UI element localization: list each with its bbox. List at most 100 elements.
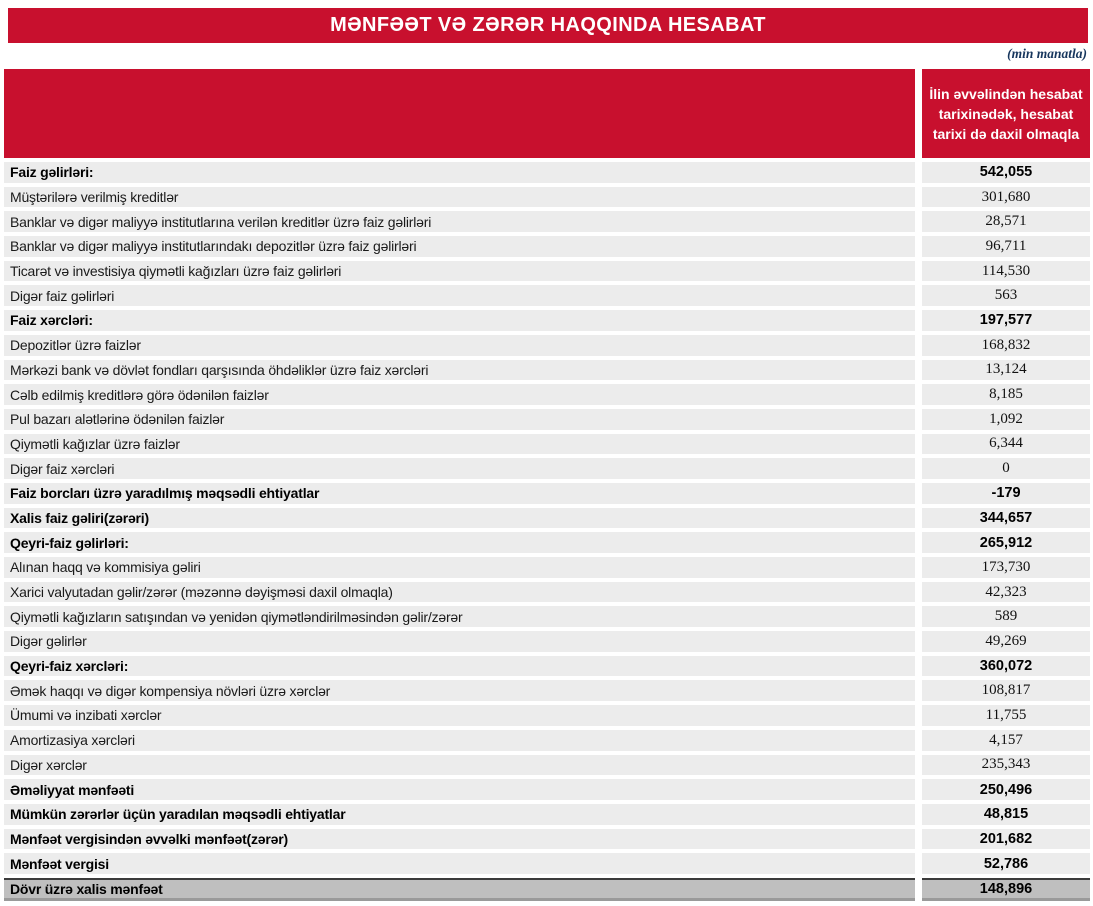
row-label: Mənfəət vergisindən əvvəlki mənfəət(zərə… bbox=[4, 828, 915, 850]
row-label: Cəlb edilmiş kreditlərə görə ödənilən fa… bbox=[4, 384, 915, 405]
row-label: Qeyri-faiz gəlirləri: bbox=[4, 532, 915, 553]
table-body: Faiz gəlirləri: 542,055 Müştərilərə veri… bbox=[4, 162, 1090, 901]
row-value: 52,786 bbox=[922, 853, 1090, 874]
row-label: Digər faiz xərcləri bbox=[4, 458, 915, 479]
row-value: -179 bbox=[922, 482, 1090, 504]
column-gutter bbox=[915, 581, 922, 603]
report-title: MƏNFƏƏT VƏ ZƏRƏR HAQQINDA HESABAT bbox=[330, 14, 766, 36]
column-gutter bbox=[915, 384, 922, 405]
table-row: Digər faiz gəlirləri 563 bbox=[4, 285, 1090, 307]
table-row: Qeyri-faiz gəlirləri: 265,912 bbox=[4, 532, 1090, 553]
row-value: 11,755 bbox=[922, 705, 1090, 726]
row-label: Digər xərclər bbox=[4, 754, 915, 776]
row-value: 13,124 bbox=[922, 359, 1090, 381]
row-label: Dövr üzrə xalis mənfəət bbox=[4, 877, 915, 901]
row-value: 542,055 bbox=[922, 162, 1090, 183]
column-gutter bbox=[915, 828, 922, 850]
row-value: 250,496 bbox=[922, 779, 1090, 800]
column-gutter bbox=[915, 285, 922, 307]
table-row: Əməliyyat mənfəəti 250,496 bbox=[4, 779, 1090, 800]
row-value: 49,269 bbox=[922, 631, 1090, 652]
row-label: Ümumi və inzibati xərclər bbox=[4, 705, 915, 726]
table-row: Digər xərclər 235,343 bbox=[4, 754, 1090, 776]
row-value: 0 bbox=[922, 458, 1090, 479]
column-gutter bbox=[915, 359, 922, 381]
table-row: Faiz borcları üzrə yaradılmış məqsədli e… bbox=[4, 482, 1090, 504]
row-label: Mənfəət vergisi bbox=[4, 853, 915, 874]
column-gutter bbox=[915, 260, 922, 282]
row-label: Depozitlər üzrə faizlər bbox=[4, 334, 915, 356]
row-label: Mümkün zərərlər üçün yaradılan məqsədli … bbox=[4, 803, 915, 825]
table-row: Müştərilərə verilmiş kreditlər 301,680 bbox=[4, 186, 1090, 208]
row-value: 8,185 bbox=[922, 384, 1090, 405]
row-label: Banklar və digər maliyyə institutlarında… bbox=[4, 236, 915, 257]
table-row: Ticarət və investisiya qiymətli kağızlar… bbox=[4, 260, 1090, 282]
row-value: 108,817 bbox=[922, 680, 1090, 702]
column-gutter bbox=[915, 853, 922, 874]
column-gutter bbox=[915, 482, 922, 504]
table-row: Qiymətli kağızların satışından və yenidə… bbox=[4, 606, 1090, 628]
header-label-cell bbox=[4, 69, 915, 158]
row-value: 197,577 bbox=[922, 310, 1090, 331]
column-gutter bbox=[915, 655, 922, 677]
row-label: Digər gəlirlər bbox=[4, 631, 915, 652]
unit-note: (min manatla) bbox=[1007, 46, 1087, 61]
table-row: Mənfəət vergisindən əvvəlki mənfəət(zərə… bbox=[4, 828, 1090, 850]
header-value-cell: İlin əvvəlindən hesabat tarixinədək, hes… bbox=[922, 69, 1090, 158]
table-row: Alınan haqq və kommisiya gəliri 173,730 bbox=[4, 557, 1090, 578]
column-gutter bbox=[915, 310, 922, 331]
column-gutter bbox=[915, 211, 922, 233]
table-row: Banklar və digər maliyyə institutlarına … bbox=[4, 211, 1090, 233]
table-row: Digər faiz xərcləri 0 bbox=[4, 458, 1090, 479]
column-gutter bbox=[915, 705, 922, 726]
row-value: 42,323 bbox=[922, 581, 1090, 603]
column-gutter bbox=[915, 631, 922, 652]
table-row: Xalis faiz gəliri(zərəri) 344,657 bbox=[4, 507, 1090, 529]
column-gutter bbox=[915, 532, 922, 553]
column-gutter bbox=[915, 779, 922, 800]
column-gutter bbox=[915, 877, 922, 901]
table-row: Faiz gəlirləri: 542,055 bbox=[4, 162, 1090, 183]
table-row: Pul bazarı alətlərinə ödənilən faizlər 1… bbox=[4, 408, 1090, 430]
row-label: Alınan haqq və kommisiya gəliri bbox=[4, 557, 915, 578]
column-gutter bbox=[915, 680, 922, 702]
row-value: 4,157 bbox=[922, 729, 1090, 751]
row-value: 6,344 bbox=[922, 433, 1090, 455]
column-gutter bbox=[915, 606, 922, 628]
table-row: Banklar və digər maliyyə institutlarında… bbox=[4, 236, 1090, 257]
table-row: Amortizasiya xərcləri 4,157 bbox=[4, 729, 1090, 751]
row-label: Faiz borcları üzrə yaradılmış məqsədli e… bbox=[4, 482, 915, 504]
row-value: 173,730 bbox=[922, 557, 1090, 578]
row-value: 48,815 bbox=[922, 803, 1090, 825]
column-gutter bbox=[915, 803, 922, 825]
row-value: 360,072 bbox=[922, 655, 1090, 677]
table-row: Dövr üzrə xalis mənfəət 148,896 bbox=[4, 877, 1090, 901]
row-label: Xalis faiz gəliri(zərəri) bbox=[4, 507, 915, 529]
row-value: 1,092 bbox=[922, 408, 1090, 430]
pnl-table: İlin əvvəlindən hesabat tarixinədək, hes… bbox=[4, 69, 1090, 901]
row-value: 201,682 bbox=[922, 828, 1090, 850]
column-gutter bbox=[915, 162, 922, 183]
row-label: Qiymətli kağızların satışından və yenidə… bbox=[4, 606, 915, 628]
table-row: Mümkün zərərlər üçün yaradılan məqsədli … bbox=[4, 803, 1090, 825]
row-label: Faiz gəlirləri: bbox=[4, 162, 915, 183]
row-label: Banklar və digər maliyyə institutlarına … bbox=[4, 211, 915, 233]
column-gutter bbox=[915, 557, 922, 578]
table-row: Mərkəzi bank və dövlət fondları qarşısın… bbox=[4, 359, 1090, 381]
table-row: Xarici valyutadan gəlir/zərər (məzənnə d… bbox=[4, 581, 1090, 603]
table-row: Əmək haqqı və digər kompensiya növləri ü… bbox=[4, 680, 1090, 702]
row-label: Pul bazarı alətlərinə ödənilən faizlər bbox=[4, 408, 915, 430]
column-gutter bbox=[915, 433, 922, 455]
row-label: Əməliyyat mənfəəti bbox=[4, 779, 915, 800]
row-value: 265,912 bbox=[922, 532, 1090, 553]
row-value: 96,711 bbox=[922, 236, 1090, 257]
row-label: Xarici valyutadan gəlir/zərər (məzənnə d… bbox=[4, 581, 915, 603]
row-value: 148,896 bbox=[922, 877, 1090, 901]
table-row: Digər gəlirlər 49,269 bbox=[4, 631, 1090, 652]
column-gutter bbox=[915, 507, 922, 529]
row-value: 114,530 bbox=[922, 260, 1090, 282]
column-gutter bbox=[915, 334, 922, 356]
row-value: 168,832 bbox=[922, 334, 1090, 356]
column-gutter bbox=[915, 408, 922, 430]
